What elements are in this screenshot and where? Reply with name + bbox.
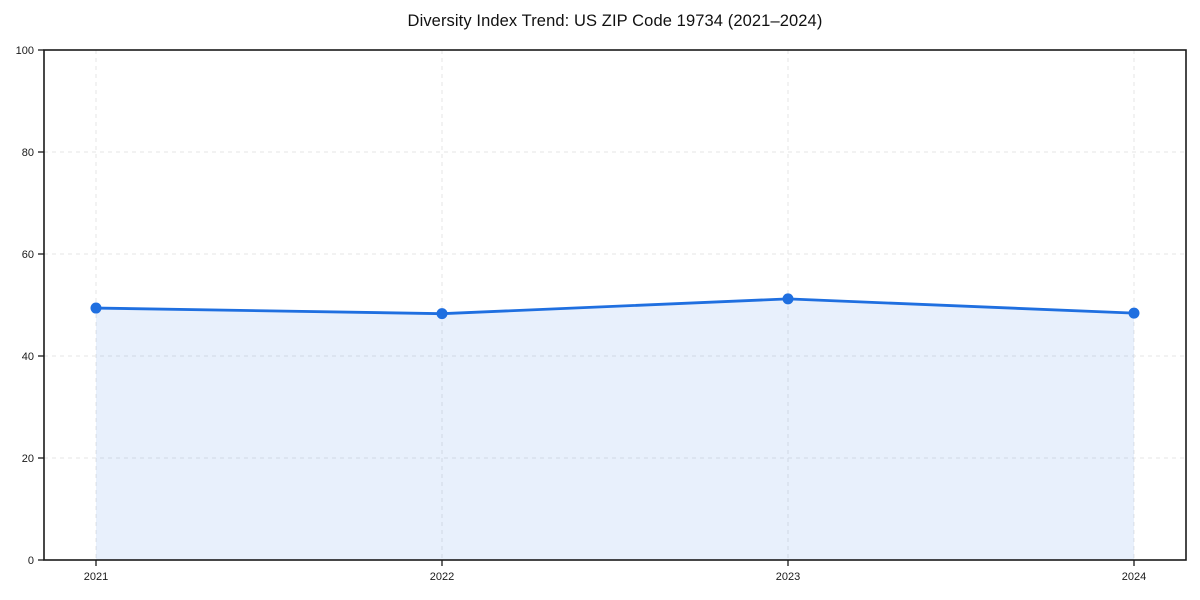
x-tick-label: 2021 — [84, 571, 108, 583]
data-point-2022 — [436, 308, 448, 320]
x-tick-label: 2023 — [776, 571, 800, 583]
y-tick-label: 0 — [28, 555, 34, 567]
y-tick-label: 80 — [22, 147, 34, 159]
y-tick-label: 60 — [22, 249, 34, 261]
data-point-2024 — [1128, 307, 1140, 319]
data-point-2021 — [90, 302, 102, 314]
x-tick-label: 2024 — [1122, 571, 1146, 583]
plot-frame — [43, 49, 1187, 561]
y-axis: 0 20 40 60 80 100 — [16, 45, 44, 567]
y-tick-label: 40 — [22, 351, 34, 363]
x-tick-label: 2022 — [430, 571, 454, 583]
data-point-2023 — [782, 293, 794, 305]
trend-line — [94, 297, 1136, 316]
y-tick-label: 100 — [16, 45, 34, 57]
chart-title: Diversity Index Trend: US ZIP Code 19734… — [407, 12, 823, 30]
x-axis: 2021 2022 2023 2024 — [84, 560, 1146, 583]
area-fill — [96, 298, 1134, 560]
data-points — [90, 293, 1140, 320]
y-tick-label: 20 — [22, 453, 34, 465]
